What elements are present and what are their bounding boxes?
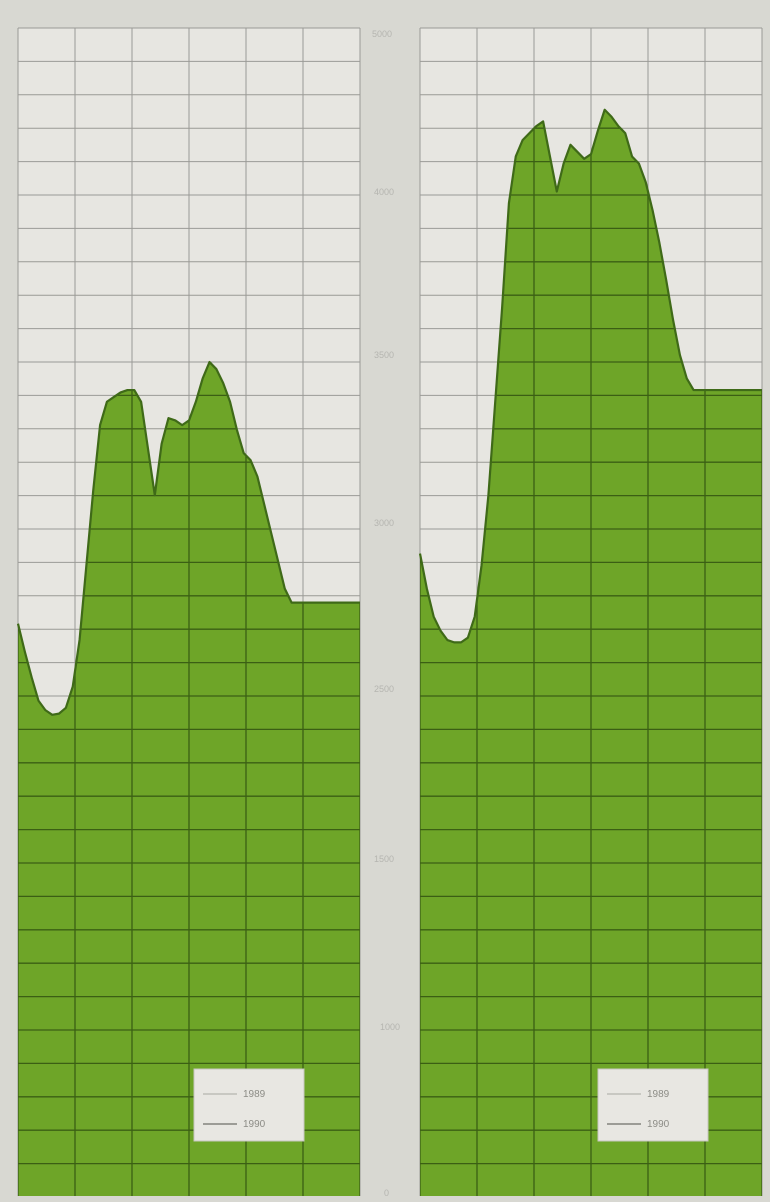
legend-box-right: [597, 1068, 709, 1142]
y-tick-5000: 5000: [372, 29, 392, 39]
chart-panel-right: 1989 1990: [418, 27, 763, 1196]
y-tick-3500: 3500: [374, 350, 394, 360]
y-tick-2500: 2500: [374, 684, 394, 694]
y-tick-1000: 1000: [380, 1022, 400, 1032]
y-tick-1500: 1500: [374, 854, 394, 864]
y-axis-middle: 5000 4000 3500 3000 2500 1500 1000 0: [372, 29, 400, 1198]
legend-label-1990-left: 1990: [243, 1119, 266, 1130]
y-tick-4000: 4000: [374, 187, 394, 197]
y-tick-3000: 3000: [374, 518, 394, 528]
y-tick-0: 0: [384, 1188, 389, 1198]
area-right: [418, 108, 762, 1196]
legend-label-1989-left: 1989: [243, 1089, 266, 1100]
series-line-left: [16, 360, 360, 716]
legend-label-1989-right: 1989: [647, 1089, 670, 1100]
legend-box-left: [193, 1068, 305, 1142]
legend-left: 1989 1990: [193, 1068, 305, 1142]
chart-panel-left: 1989 1990: [16, 27, 361, 1196]
legend-right: 1989 1990: [597, 1068, 709, 1142]
series-line-right: [418, 108, 762, 644]
legend-label-1990-right: 1990: [647, 1119, 670, 1130]
